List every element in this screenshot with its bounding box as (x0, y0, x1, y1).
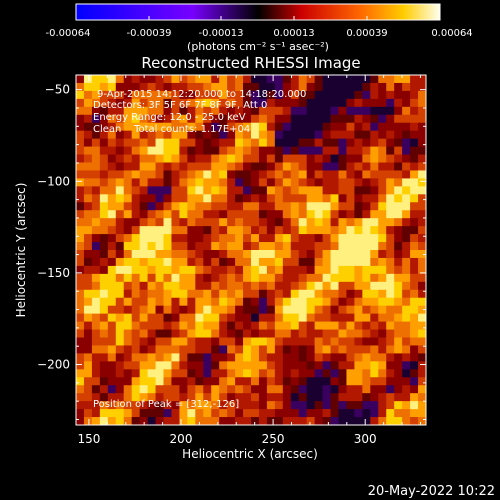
x-tick-label: 250 (262, 432, 285, 446)
image-frame (75, 74, 427, 426)
x-tick-label: 300 (354, 432, 377, 446)
y-axis-label: Heliocentric Y (arcsec) (14, 183, 28, 318)
colorbar-unit-label: (photons cm⁻² s⁻¹ asec⁻²) (187, 40, 329, 53)
clean-counts-text: Clean Total counts: 1.17E+04 (93, 124, 250, 135)
detectors-text: Detectors: 3F 5F 6F 7F 8F 9F, Att 0 (93, 100, 267, 111)
y-axis: −50 −100 −150 −200 (37, 83, 426, 421)
colorbar-ticks (75, 16, 441, 20)
x-tick-label: 200 (170, 432, 193, 446)
image-title: Reconstructed RHESSI Image (141, 54, 360, 72)
y-tick-label: −200 (37, 358, 70, 372)
colorbar (75, 3, 441, 21)
x-axis-label: Heliocentric X (arcsec) (182, 447, 318, 461)
time-range-text: 9-Apr-2015 14:12:20.000 to 14:18:20.000 (97, 89, 306, 100)
colorbar-tick-label: -0.00039 (127, 28, 172, 39)
reconstructed-image (76, 75, 426, 425)
colorbar-tick-label: 0.00013 (273, 28, 314, 39)
colorbar-tick-label: -0.00013 (199, 28, 244, 39)
colorbar-tick-labels: -0.00064 -0.00039 -0.00013 0.00013 0.00039 0.… (46, 28, 473, 39)
y-tick-label: −50 (45, 83, 70, 97)
energy-range-text: Energy Range: 12.0 - 25.0 keV (93, 112, 246, 123)
colorbar-tick-label: 0.00039 (346, 28, 387, 39)
x-axis: 150 200 250 300 (77, 75, 421, 446)
colorbar-tick-label: 0.00064 (431, 28, 472, 39)
y-tick-label: −150 (37, 266, 70, 280)
peak-position-text: Position of Peak = [312,-126] (93, 399, 239, 410)
timestamp: 20-May-2022 10:22 (368, 484, 495, 499)
colorbar-tick-label: -0.00064 (46, 28, 91, 39)
x-tick-label: 150 (77, 432, 100, 446)
y-tick-label: −100 (37, 174, 70, 188)
